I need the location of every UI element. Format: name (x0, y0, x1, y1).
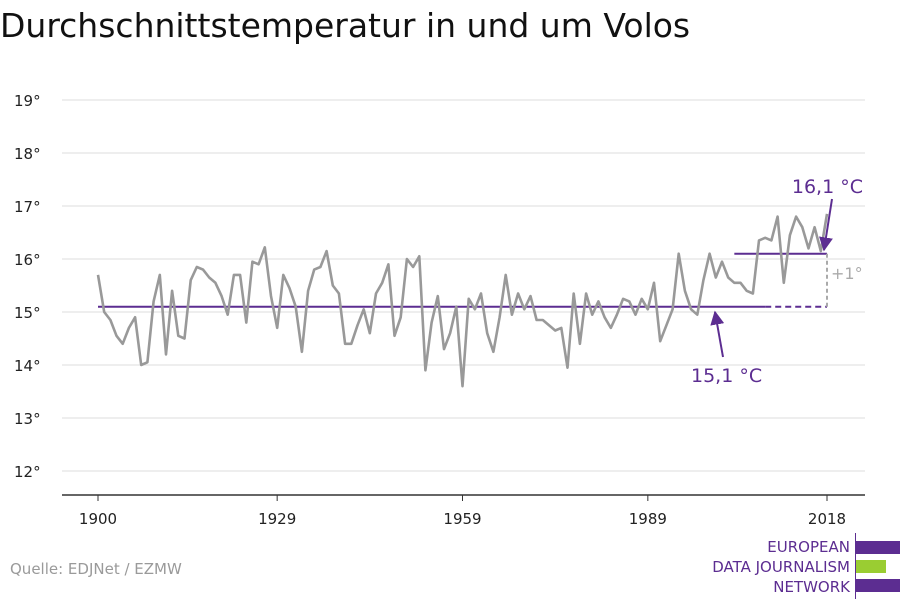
y-tick-label: 19° (14, 92, 41, 110)
logo-bar-bottom (856, 579, 900, 592)
annotations: +1° 16,1 °C 15,1 °C (691, 176, 863, 387)
x-tick-label: 1959 (443, 510, 481, 528)
logo-line-european: EUROPEAN (767, 538, 850, 556)
temperature-series-line (96, 213, 829, 388)
logo-bar-middle (856, 560, 886, 573)
logo-bar-top (856, 541, 900, 554)
reference-lines (98, 252, 827, 308)
arrow-recent-mean (819, 198, 833, 252)
gridlines (62, 99, 865, 472)
logo-text: EUROPEAN DATA JOURNALISM NETWORK (712, 537, 850, 597)
y-axis-tick-labels: 12° 13° 14° 15° 16° 17° 18° 19° (14, 92, 41, 481)
logo-line-data-journalism: DATA JOURNALISM (712, 558, 850, 576)
y-tick-label: 16° (14, 251, 41, 269)
x-tick-label: 2018 (808, 510, 846, 528)
source-note: Quelle: EDJNet / EZMW (10, 560, 182, 578)
x-tick-label: 1929 (258, 510, 296, 528)
y-tick-label: 17° (14, 198, 41, 216)
x-tick-label: 1900 (79, 510, 117, 528)
baseline-mean-label: 15,1 °C (691, 365, 762, 387)
series-layer (96, 213, 829, 388)
y-tick-label: 15° (14, 304, 41, 322)
x-axis: 1900 1929 1959 1989 2018 (62, 494, 865, 528)
y-tick-label: 12° (14, 463, 41, 481)
recent-mean-label: 16,1 °C (792, 176, 863, 198)
logo-line-network: NETWORK (773, 578, 850, 596)
y-tick-label: 13° (14, 410, 41, 428)
logo-divider (855, 533, 856, 599)
edjnet-logo: EUROPEAN DATA JOURNALISM NETWORK (700, 533, 900, 599)
y-tick-label: 14° (14, 357, 41, 375)
y-tick-label: 18° (14, 145, 41, 163)
chart-title: Durchschnittstemperatur in und um Volos (0, 6, 691, 45)
difference-label: +1° (831, 264, 863, 283)
arrow-baseline-mean (710, 310, 725, 358)
x-tick-label: 1989 (629, 510, 667, 528)
